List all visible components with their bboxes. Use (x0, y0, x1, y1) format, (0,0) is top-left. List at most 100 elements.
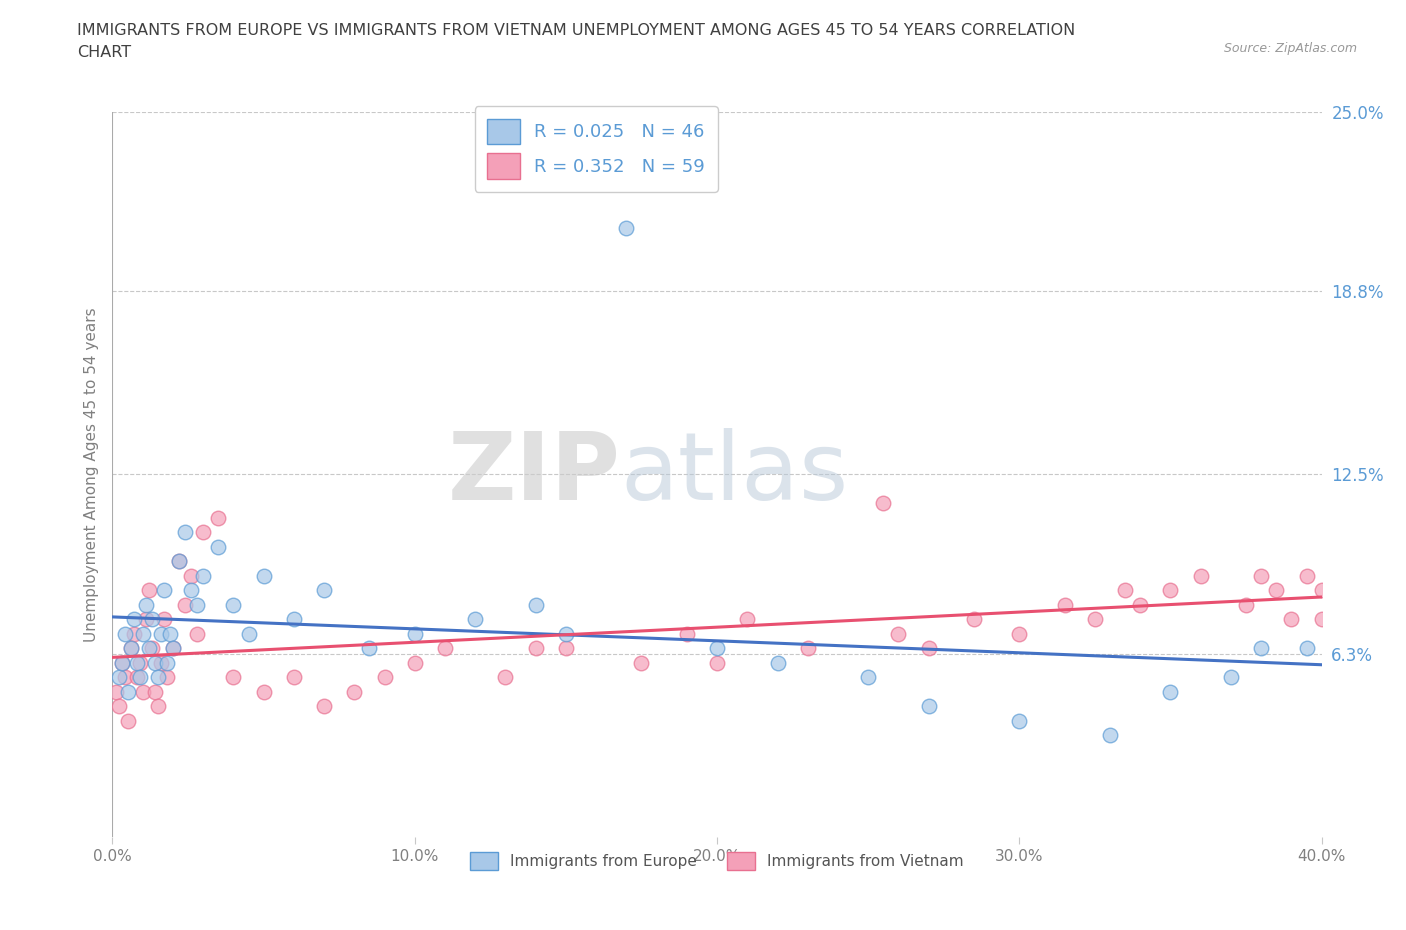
Point (314, 583, 336, 598)
Y-axis label: Unemployment Among Ages 45 to 54 years: Unemployment Among Ages 45 to 54 years (83, 307, 98, 642)
Point (283, 612, 305, 627)
Point (132, 684, 155, 699)
Point (616, 220, 638, 235)
Point (706, 641, 728, 656)
Point (766, 656, 789, 671)
Point (253, 568, 276, 583)
Point (120, 641, 142, 656)
Point (1159, 684, 1181, 699)
Point (117, 684, 139, 699)
Point (162, 641, 184, 656)
Point (238, 627, 260, 642)
Point (1008, 713, 1031, 728)
Point (122, 612, 145, 627)
Point (676, 627, 699, 642)
Point (524, 597, 547, 612)
Point (143, 684, 166, 699)
Point (132, 627, 155, 642)
Point (1099, 728, 1122, 743)
Point (314, 699, 336, 714)
Point (107, 699, 129, 714)
Point (186, 627, 208, 642)
Point (222, 670, 245, 684)
Point (918, 641, 941, 656)
Point (141, 641, 163, 656)
Point (149, 627, 172, 642)
Point (207, 539, 229, 554)
Point (434, 641, 457, 656)
Point (174, 525, 197, 539)
Point (404, 656, 426, 671)
Point (159, 627, 181, 642)
Text: ZIP: ZIP (447, 429, 620, 520)
Point (706, 656, 728, 671)
Point (1114, 583, 1136, 598)
Point (114, 670, 136, 684)
Point (156, 670, 179, 684)
Point (554, 627, 576, 642)
Point (153, 583, 176, 598)
Point (1189, 568, 1212, 583)
Point (141, 612, 163, 627)
Point (963, 612, 986, 627)
Point (146, 699, 169, 714)
Point (146, 670, 169, 684)
Point (135, 612, 157, 627)
Text: CHART: CHART (77, 45, 131, 60)
Point (186, 597, 208, 612)
Point (404, 627, 426, 642)
Point (135, 597, 157, 612)
Point (138, 641, 160, 656)
Point (464, 612, 486, 627)
Point (1220, 670, 1243, 684)
Point (887, 627, 910, 642)
Point (554, 641, 576, 656)
Point (125, 670, 148, 684)
Point (120, 641, 142, 656)
Point (110, 656, 132, 671)
Point (122, 627, 145, 642)
Point (149, 656, 172, 671)
Point (343, 684, 366, 699)
Point (872, 496, 894, 511)
Point (796, 641, 818, 656)
Point (1234, 597, 1257, 612)
Point (110, 656, 132, 671)
Point (138, 583, 160, 598)
Point (1310, 583, 1333, 598)
Point (207, 511, 229, 525)
Point (1295, 641, 1317, 656)
Point (167, 554, 190, 569)
Point (180, 583, 202, 598)
Point (222, 597, 245, 612)
Point (1310, 612, 1333, 627)
Point (114, 627, 136, 642)
Point (156, 656, 179, 671)
Point (174, 597, 197, 612)
Point (918, 699, 941, 714)
Point (1281, 612, 1303, 627)
Point (737, 612, 759, 627)
Point (1250, 641, 1272, 656)
Point (117, 713, 139, 728)
Point (1084, 612, 1107, 627)
Text: atlas: atlas (620, 429, 849, 520)
Point (167, 554, 190, 569)
Point (1053, 597, 1076, 612)
Point (191, 568, 215, 583)
Point (1265, 583, 1288, 598)
Legend: Immigrants from Europe, Immigrants from Vietnam: Immigrants from Europe, Immigrants from … (464, 845, 970, 876)
Point (1250, 568, 1272, 583)
Point (630, 656, 652, 671)
Text: Source: ZipAtlas.com: Source: ZipAtlas.com (1223, 42, 1357, 55)
Point (1295, 568, 1317, 583)
Point (858, 670, 880, 684)
Point (128, 656, 150, 671)
Point (253, 684, 276, 699)
Point (283, 670, 305, 684)
Point (107, 670, 129, 684)
Point (153, 612, 176, 627)
Point (374, 670, 396, 684)
Point (191, 525, 215, 539)
Point (1159, 583, 1181, 598)
